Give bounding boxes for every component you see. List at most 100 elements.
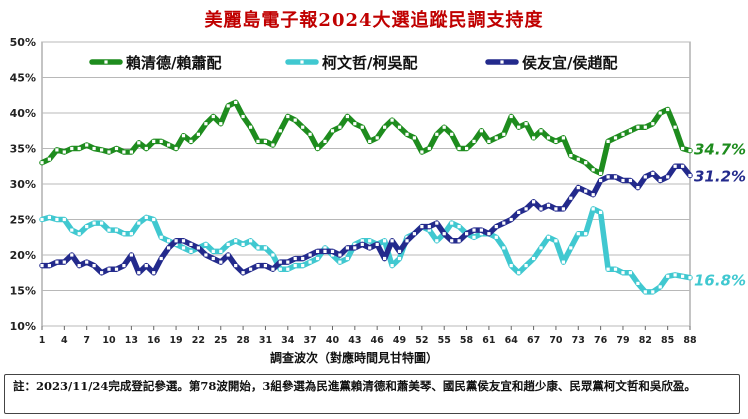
data-point <box>599 178 603 183</box>
data-point <box>345 246 349 250</box>
data-point <box>390 239 394 243</box>
data-point <box>383 256 387 261</box>
data-point <box>420 225 424 229</box>
data-point <box>435 239 439 243</box>
data-point <box>293 118 297 122</box>
data-point <box>47 264 51 268</box>
data-point <box>92 221 96 225</box>
data-point <box>107 267 111 271</box>
data-point <box>606 175 610 179</box>
data-point <box>509 264 513 268</box>
legend-marker <box>104 60 108 64</box>
data-point <box>651 290 655 294</box>
data-point <box>360 239 364 243</box>
data-point <box>532 200 536 204</box>
x-tick-label: 67 <box>527 335 540 346</box>
data-point <box>249 239 253 243</box>
data-point <box>144 146 148 151</box>
data-point <box>256 264 260 268</box>
data-point <box>278 260 282 264</box>
data-point <box>263 139 267 143</box>
data-point <box>137 271 141 275</box>
data-point <box>330 249 335 253</box>
x-tick-label: 88 <box>683 335 697 346</box>
data-point <box>673 273 677 277</box>
data-point <box>316 146 320 151</box>
data-point <box>100 148 104 152</box>
data-point <box>301 125 305 129</box>
x-tick-label: 28 <box>236 335 250 346</box>
data-point <box>62 150 66 154</box>
data-point <box>390 264 394 268</box>
data-point <box>167 143 171 147</box>
data-point <box>211 249 215 253</box>
data-point <box>681 146 685 151</box>
series-line <box>39 163 693 276</box>
y-tick-label: 25% <box>10 214 36 227</box>
data-point <box>427 146 431 151</box>
data-point <box>546 203 551 207</box>
chart: 10% 15% 20% 25% 30% 35% 40% 45% 50% 1 4 7 10 13 16 19 2… <box>10 36 746 365</box>
data-point <box>40 217 44 222</box>
x-tick-label: 13 <box>125 335 138 346</box>
data-point <box>643 175 647 179</box>
data-point <box>167 239 171 243</box>
x-tick-label: 76 <box>594 335 608 346</box>
data-point <box>435 221 439 225</box>
data-point <box>100 271 104 275</box>
data-point <box>479 228 483 232</box>
data-point <box>621 132 625 136</box>
data-point <box>539 207 543 211</box>
data-point <box>584 189 588 193</box>
data-point <box>263 246 267 250</box>
y-tick-label: 20% <box>10 249 36 262</box>
data-point <box>70 253 74 257</box>
data-point <box>114 267 119 271</box>
data-point <box>524 207 528 211</box>
data-point <box>204 242 208 246</box>
data-point <box>613 267 618 271</box>
data-point <box>658 178 662 183</box>
data-point <box>241 271 245 275</box>
x-tick-label: 34 <box>281 335 295 346</box>
data-point <box>189 139 193 143</box>
data-point <box>316 249 320 253</box>
data-point <box>576 186 580 190</box>
data-point <box>554 239 558 243</box>
data-point <box>353 246 357 250</box>
data-point <box>114 228 119 232</box>
x-tick-label: 61 <box>482 335 495 346</box>
data-point <box>330 253 335 257</box>
footnote: 註：2023/11/24完成登記參選。第78波開始，3組參選為民進黨賴清德和蕭美… <box>4 374 740 414</box>
data-point <box>338 260 342 264</box>
x-tick-label: 49 <box>393 335 406 346</box>
x-tick-label: 70 <box>549 335 563 346</box>
data-point <box>427 228 431 232</box>
data-point <box>211 256 215 261</box>
data-point <box>204 253 208 257</box>
data-point <box>375 136 379 140</box>
data-point <box>487 232 491 236</box>
data-point <box>397 249 402 253</box>
data-point <box>323 139 327 143</box>
data-point <box>613 136 618 140</box>
data-point <box>122 264 126 268</box>
data-point <box>77 146 81 151</box>
data-point <box>308 260 312 264</box>
data-point <box>159 256 163 261</box>
data-point <box>55 217 59 222</box>
data-point <box>666 107 670 112</box>
data-point <box>517 125 521 129</box>
x-tick-label: 10 <box>102 335 116 346</box>
data-point <box>569 196 573 200</box>
data-point <box>666 175 670 179</box>
data-point <box>278 267 282 271</box>
data-point <box>189 249 193 253</box>
data-point <box>494 225 498 229</box>
y-tick-label: 35% <box>10 143 36 156</box>
x-tick-label: 79 <box>616 335 629 346</box>
data-point <box>517 210 521 214</box>
x-tick-label: 46 <box>371 335 385 346</box>
data-point <box>301 256 305 261</box>
legend-marker <box>300 60 304 64</box>
